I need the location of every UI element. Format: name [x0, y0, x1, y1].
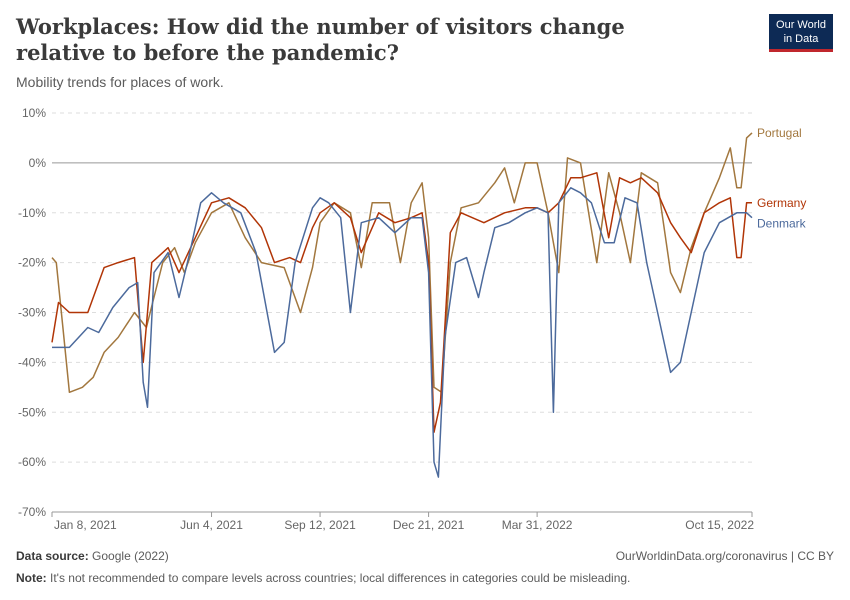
chart-note: Note: It's not recommended to compare le…: [16, 571, 630, 585]
y-tick-label: -30%: [18, 306, 46, 320]
x-tick-label: Dec 21, 2021: [393, 518, 465, 532]
x-tick-label: Mar 31, 2022: [502, 518, 573, 532]
series-label-denmark: Denmark: [757, 217, 807, 231]
logo-line-1: Our World: [776, 19, 826, 31]
x-tick-label: Sep 12, 2021: [284, 518, 356, 532]
series-label-portugal: Portugal: [757, 126, 802, 140]
data-source-label: Data source:: [16, 549, 89, 563]
series-label-germany: Germany: [757, 196, 806, 210]
data-source: Data source: Google (2022): [16, 549, 169, 563]
chart-subtitle: Mobility trends for places of work.: [16, 74, 224, 90]
source-url-link[interactable]: OurWorldinData.org/coronavirus | CC BY: [615, 549, 834, 563]
y-tick-label: -40%: [18, 355, 46, 369]
note-text: It's not recommended to compare levels a…: [50, 571, 631, 585]
x-tick-label: Oct 15, 2022: [685, 518, 754, 532]
y-tick-label: -50%: [18, 405, 46, 419]
y-tick-label: -60%: [18, 455, 46, 469]
data-source-value: Google (2022): [92, 549, 169, 563]
logo-line-2: in Data: [783, 33, 819, 45]
y-tick-label: -10%: [18, 206, 46, 220]
series-line-germany: [51, 172, 752, 433]
y-tick-label: 10%: [22, 106, 46, 120]
series-line-portugal: [51, 132, 753, 394]
x-tick-label: Jun 4, 2021: [180, 518, 243, 532]
chart-title: Workplaces: How did the number of visito…: [16, 14, 625, 65]
y-tick-label: -70%: [18, 505, 46, 519]
y-tick-label: 0%: [29, 156, 47, 170]
note-label: Note:: [16, 571, 47, 585]
x-tick-label: Jan 8, 2021: [54, 518, 117, 532]
series-line-denmark: [52, 187, 753, 478]
y-tick-label: -20%: [18, 256, 46, 270]
owid-logo[interactable]: Our World in Data: [769, 14, 833, 52]
line-chart: 10% 0% -10% -20% -30% -40% -50% -60% -70% Jan 8, …: [18, 106, 807, 532]
